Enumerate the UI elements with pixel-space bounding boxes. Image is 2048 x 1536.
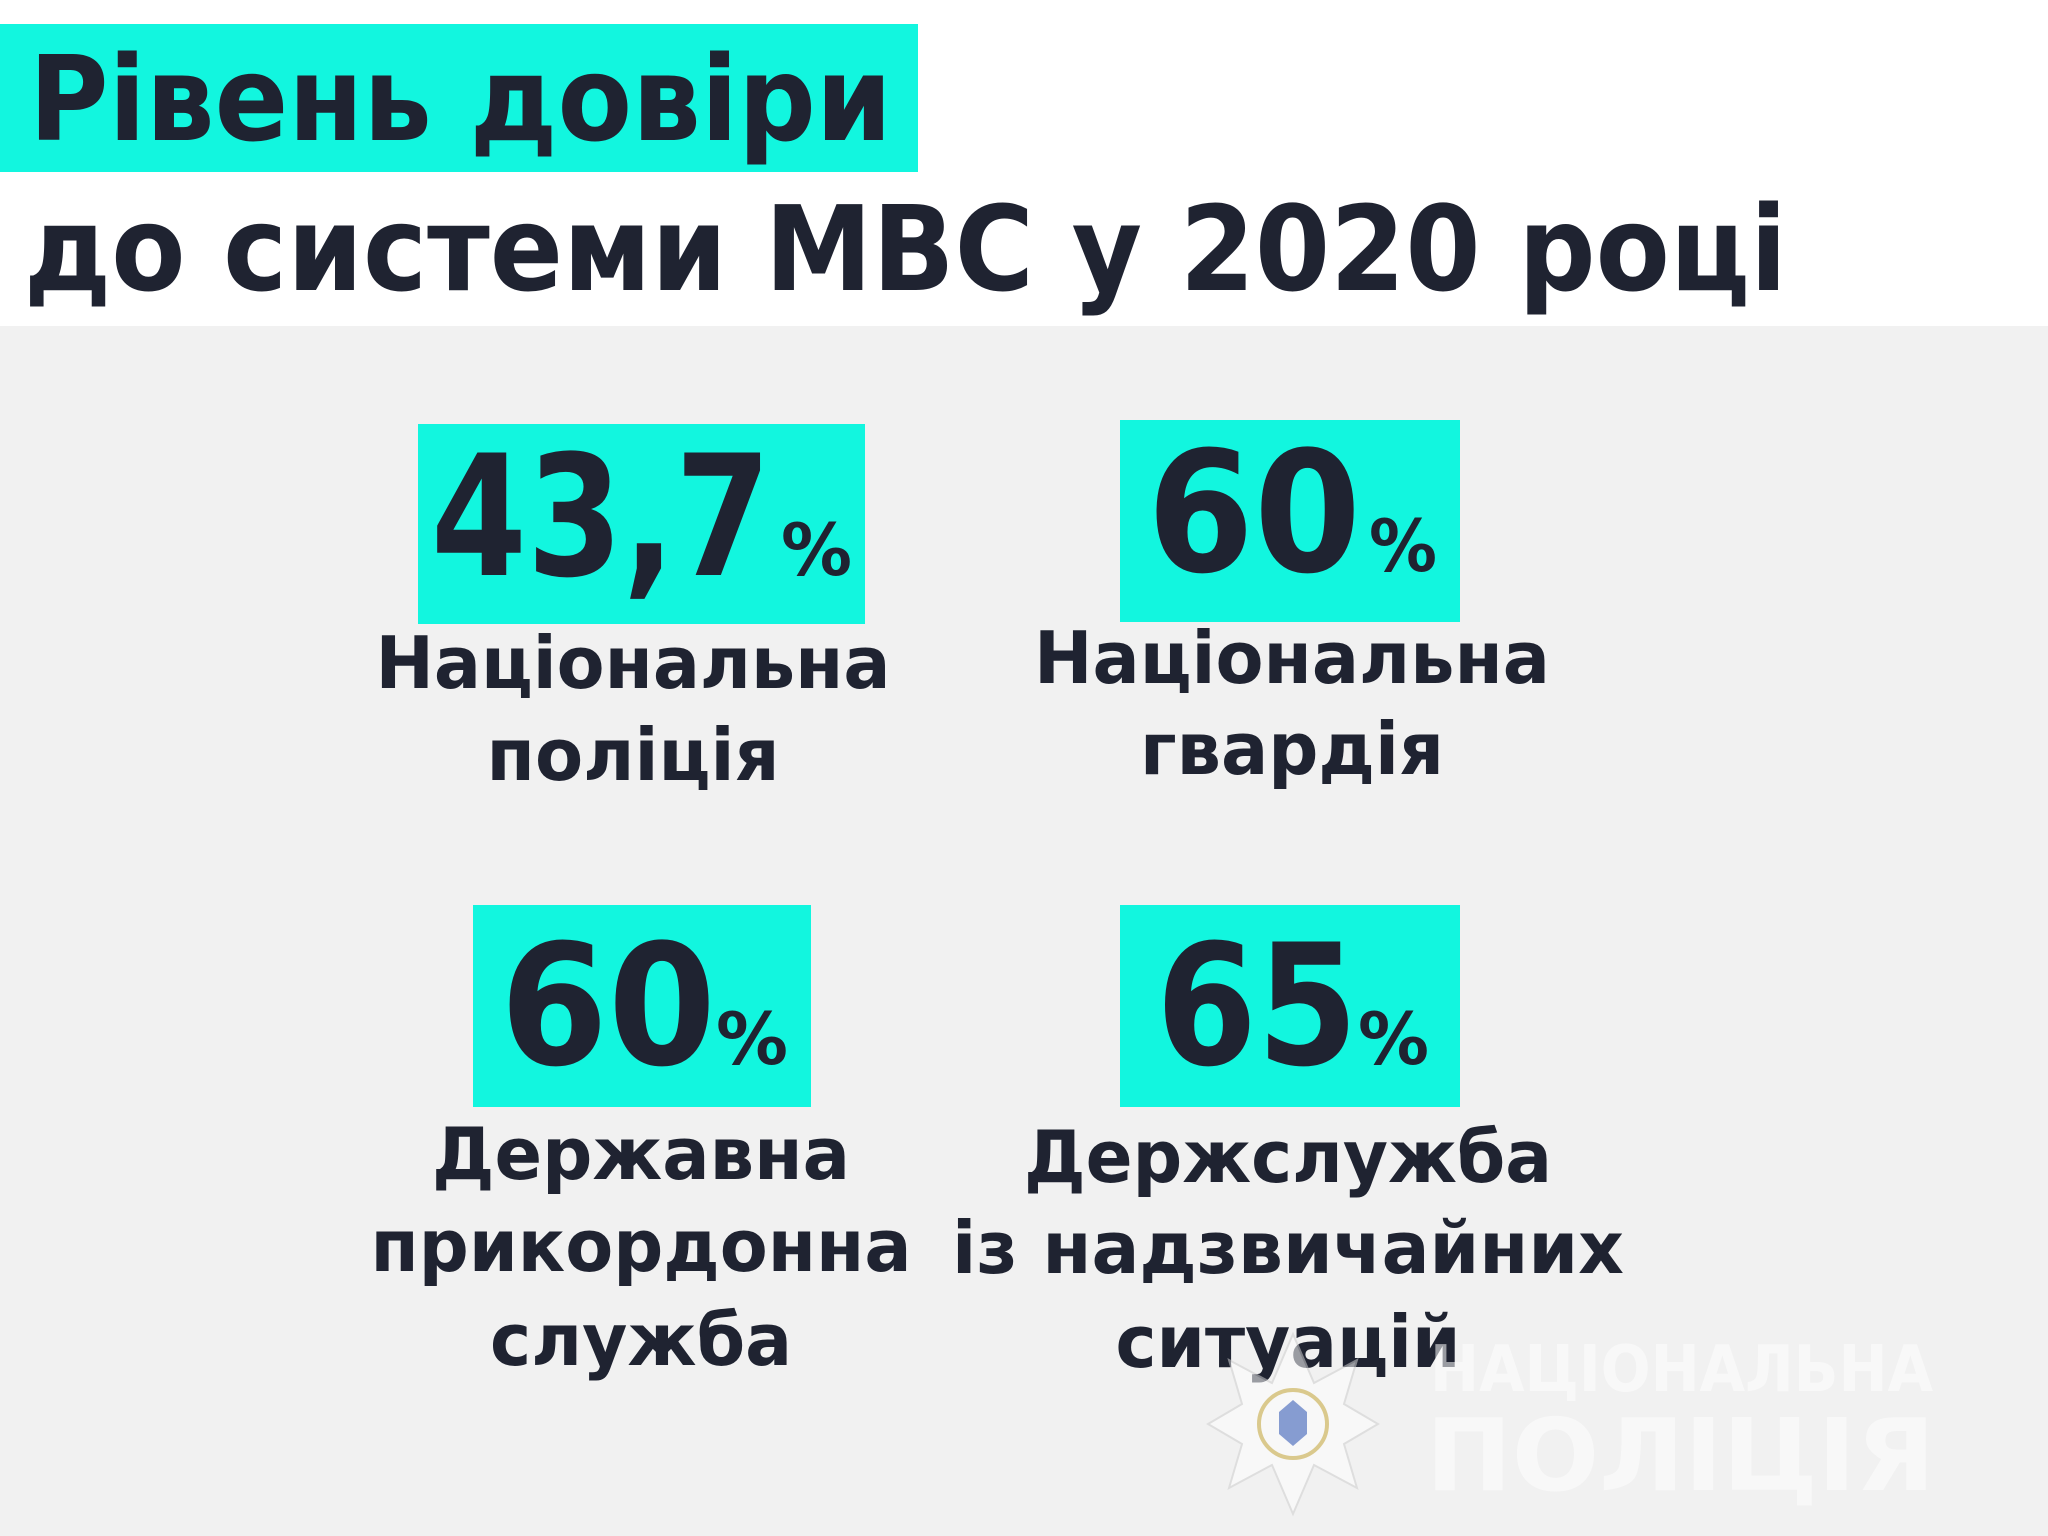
stat-unit: % (1358, 997, 1429, 1081)
watermark-line2: ПОЛІЦІЯ (1426, 1397, 1935, 1514)
stat-label: поліція (487, 713, 780, 797)
stat-unit: % (781, 508, 852, 592)
stat-label: із надзвичайних (952, 1206, 1624, 1290)
stat-value: 43,7 (431, 419, 771, 615)
emblem-shield (1279, 1400, 1307, 1446)
watermark-line1: НАЦІОНАЛЬНА (1430, 1333, 1933, 1407)
title-line1: Рівень довіри (29, 30, 892, 168)
stat-label: Національна (1034, 616, 1550, 700)
watermark: НАЦІОНАЛЬНА ПОЛІЦІЯ (1206, 1331, 1935, 1517)
stat-value: 60 (1147, 415, 1361, 611)
stat-label: гвардія (1140, 707, 1444, 791)
stat-label: Державна (432, 1112, 850, 1196)
stat-highlight (473, 905, 811, 1107)
stat-label: прикордонна (371, 1204, 912, 1288)
stat-label: Держслужба (1024, 1115, 1552, 1199)
stat-label: служба (490, 1298, 792, 1382)
stat-value: 60 (500, 908, 716, 1104)
stat-label: Національна (376, 621, 891, 705)
title-highlight (0, 24, 918, 172)
stat-value: 65 (1156, 908, 1358, 1104)
stat-highlight (418, 424, 865, 624)
stat-highlight (1120, 905, 1460, 1107)
content-bg (0, 326, 2048, 1536)
title-line2: до системи МВС у 2020 році (24, 180, 1787, 318)
stat-unit: % (1369, 504, 1437, 588)
stat-highlight (1120, 420, 1460, 622)
stat-unit: % (716, 997, 788, 1081)
